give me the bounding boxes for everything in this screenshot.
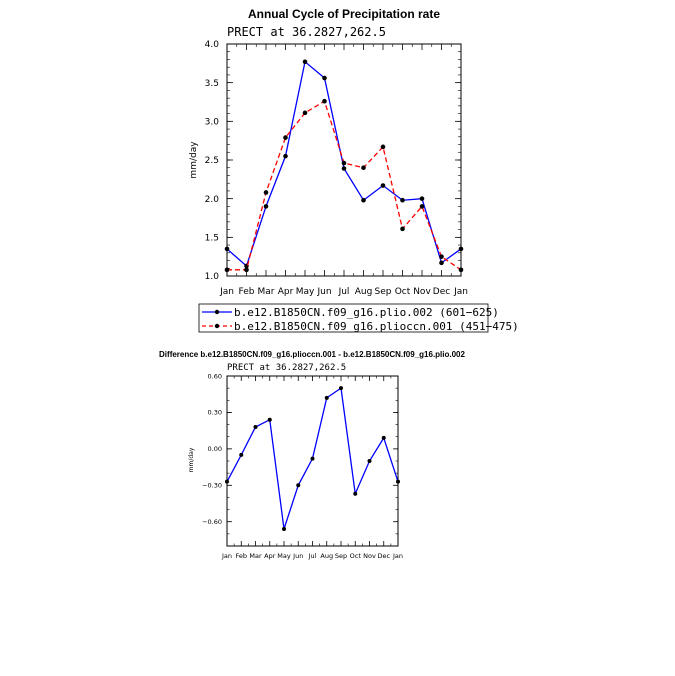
x-tick-label: Jan bbox=[453, 287, 468, 297]
series-1-point bbox=[400, 197, 405, 203]
chart1-axes: Jan Feb Mar Apr May Jun Jul Aug Sep Oct Nov Dec Jan1… bbox=[205, 40, 468, 297]
y-tick-label: −0.60 bbox=[202, 518, 222, 526]
x-tick-label: May bbox=[277, 552, 291, 560]
series-1-point bbox=[224, 246, 230, 252]
y-tick-label: 3.5 bbox=[205, 79, 219, 89]
series-2-point bbox=[458, 267, 464, 273]
series-1-point bbox=[263, 204, 269, 209]
chart2-axes: Jan Feb Mar Apr May Jun Jul Aug Sep Oct Nov Dec Jan−… bbox=[202, 372, 403, 560]
chart2-plot-frame bbox=[226, 375, 399, 547]
legend-series2-label: b.e12.B1850CN.f09_g16.plioccn.001 (451−4… bbox=[234, 320, 519, 333]
series-1-point bbox=[380, 183, 386, 188]
series-1-point bbox=[419, 196, 425, 201]
x-tick-label: Jan bbox=[219, 287, 234, 297]
x-tick-label: Aug bbox=[355, 287, 373, 297]
chart-precip-difference: Difference b.e12.B1850CN.f09_g16.plioccn… bbox=[159, 350, 465, 560]
x-tick-label: Oct bbox=[350, 552, 362, 560]
series-2-point bbox=[263, 190, 269, 195]
series-1-point bbox=[361, 197, 366, 203]
x-tick-label: Dec bbox=[433, 287, 450, 297]
series-2-point bbox=[244, 267, 249, 273]
series-2-point bbox=[380, 144, 386, 150]
y-tick-label: 0.00 bbox=[208, 445, 222, 453]
chart2-subtitle: PRECT at 36.2827,262.5 bbox=[227, 363, 346, 373]
series-1-point bbox=[225, 479, 229, 484]
series-2-point bbox=[400, 226, 405, 232]
series-1-point bbox=[283, 153, 288, 159]
series-2-point bbox=[302, 110, 308, 116]
series-2-point bbox=[224, 267, 230, 273]
chart-precip-annual-cycle: Annual Cycle of Precipitation rate PRECT… bbox=[189, 7, 519, 333]
series-1-point bbox=[302, 59, 308, 65]
chart1-series bbox=[224, 59, 464, 273]
series-1-point bbox=[396, 479, 400, 484]
series-1-point bbox=[367, 459, 372, 463]
chart1-plot-frame bbox=[226, 43, 462, 277]
chart2-title: Difference b.e12.B1850CN.f09_g16.plioccn… bbox=[159, 350, 465, 359]
x-tick-label: Jun bbox=[292, 552, 303, 560]
series-1-point bbox=[239, 452, 244, 457]
chart1-subtitle: PRECT at 36.2827,262.5 bbox=[227, 25, 386, 39]
x-tick-label: Apr bbox=[278, 287, 294, 297]
legend-series2-marker bbox=[214, 323, 220, 329]
chart1-ylabel: mm/day bbox=[189, 141, 199, 179]
x-tick-label: Jan bbox=[221, 552, 232, 560]
x-tick-label: Mar bbox=[258, 287, 275, 297]
series-1-point bbox=[253, 425, 258, 429]
series-1-point bbox=[322, 75, 327, 81]
x-tick-label: Apr bbox=[264, 552, 276, 560]
x-tick-label: Aug bbox=[320, 552, 333, 560]
y-tick-label: 2.0 bbox=[205, 195, 220, 205]
y-tick-label: 0.30 bbox=[208, 409, 222, 417]
series-1-point bbox=[282, 527, 286, 531]
x-tick-label: Feb bbox=[235, 552, 247, 560]
series-1-point bbox=[339, 386, 343, 391]
series-1-point bbox=[324, 395, 329, 400]
series-1-point bbox=[353, 491, 358, 496]
y-tick-label: 0.60 bbox=[208, 372, 222, 380]
x-tick-label: Jul bbox=[338, 287, 350, 297]
x-tick-label: Jun bbox=[316, 287, 331, 297]
series-2-point bbox=[419, 204, 425, 209]
series-1-point bbox=[458, 246, 464, 252]
x-tick-label: Sep bbox=[335, 552, 347, 560]
x-tick-label: Jan bbox=[392, 552, 403, 560]
series-2-point bbox=[283, 135, 288, 140]
chart2-series bbox=[225, 386, 400, 531]
series-2-point bbox=[439, 254, 444, 259]
x-tick-label: Dec bbox=[377, 552, 390, 560]
series-1-point bbox=[310, 456, 315, 461]
chart1-legend: b.e12.B1850CN.f09_g16.plio.002 (601−625)… bbox=[198, 303, 519, 333]
series-1-point bbox=[381, 435, 386, 440]
y-tick-label: 1.5 bbox=[205, 233, 219, 243]
series-1-point bbox=[341, 166, 347, 171]
y-tick-label: −0.30 bbox=[202, 482, 222, 490]
x-tick-label: Oct bbox=[395, 287, 411, 297]
y-tick-label: 1.0 bbox=[205, 272, 220, 282]
y-tick-label: 2.5 bbox=[205, 156, 219, 166]
y-tick-label: 3.0 bbox=[205, 117, 220, 127]
series-2-point bbox=[322, 98, 327, 104]
series-line-2 bbox=[227, 100, 462, 271]
x-tick-label: May bbox=[296, 287, 315, 297]
series-2-point bbox=[341, 160, 347, 166]
x-tick-label: Jul bbox=[308, 552, 317, 560]
chart1-title: Annual Cycle of Precipitation rate bbox=[248, 7, 440, 21]
series-1-point bbox=[439, 260, 444, 266]
legend-series1-label: b.e12.B1850CN.f09_g16.plio.002 (601−625) bbox=[234, 306, 499, 319]
chart1-legend-box bbox=[198, 303, 489, 333]
x-tick-label: Feb bbox=[239, 287, 255, 297]
chart2-ylabel: mm/day bbox=[188, 447, 195, 472]
x-tick-label: Nov bbox=[413, 287, 431, 297]
series-1-point bbox=[296, 483, 301, 488]
series-1-point bbox=[267, 417, 272, 422]
y-tick-label: 4.0 bbox=[205, 40, 220, 50]
x-tick-label: Mar bbox=[249, 552, 262, 560]
series-2-point bbox=[361, 165, 366, 171]
x-tick-label: Sep bbox=[375, 287, 392, 297]
legend-series1-marker bbox=[214, 309, 220, 315]
x-tick-label: Nov bbox=[363, 552, 376, 560]
